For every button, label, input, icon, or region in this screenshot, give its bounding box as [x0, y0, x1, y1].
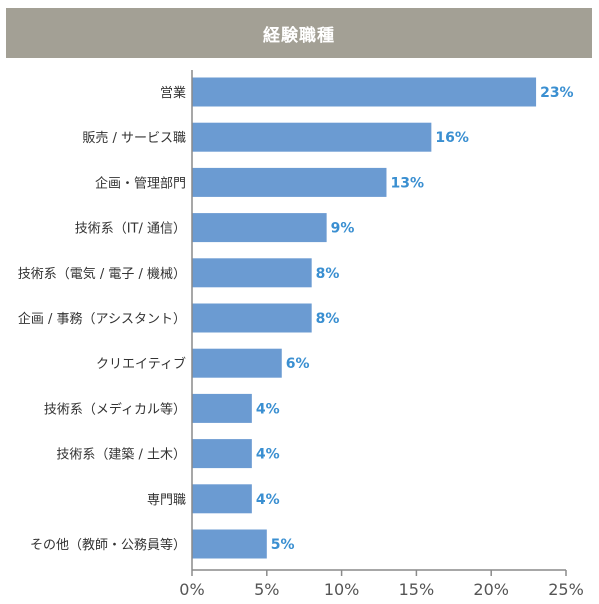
category-label: 技術系（メディカル等） [44, 401, 186, 417]
value-label: 5% [271, 537, 295, 553]
bar [192, 348, 282, 378]
category-label: 技術系（建築 / 土木） [56, 448, 186, 463]
x-tick-label: 10% [324, 580, 360, 599]
chart-title: 経験職種 [6, 8, 592, 58]
value-label: 6% [286, 356, 310, 372]
value-label: 4% [256, 401, 280, 417]
bar [192, 303, 312, 333]
x-tick-label: 25% [548, 580, 584, 599]
x-tick-label: 15% [399, 580, 435, 599]
bar [192, 484, 252, 514]
value-label: 13% [390, 175, 424, 191]
bar [192, 213, 327, 243]
category-label: 技術系（電気 / 電子 / 機械） [18, 266, 186, 282]
category-label: 営業 [160, 85, 186, 101]
x-tick-label: 5% [254, 580, 279, 599]
bar [192, 439, 252, 469]
value-label: 23% [540, 85, 574, 101]
x-tick-label: 20% [473, 580, 509, 599]
value-label: 8% [316, 266, 340, 282]
category-label: クリエイティブ [96, 356, 186, 372]
bar [192, 258, 312, 288]
bar [192, 77, 537, 107]
category-label: 企画・管理部門 [95, 175, 186, 191]
category-label: その他（教師・公務員等） [30, 537, 186, 553]
value-label: 8% [316, 311, 340, 327]
category-label: 企画 / 事務（アシスタント） [18, 311, 186, 327]
value-label: 16% [435, 130, 469, 146]
value-label: 9% [331, 221, 355, 237]
category-label: 専門職 [147, 493, 186, 508]
bar [192, 122, 432, 152]
value-label: 4% [256, 447, 280, 463]
bar [192, 529, 267, 559]
bar [192, 393, 252, 423]
category-label: 技術系（IT/ 通信） [75, 222, 186, 237]
category-label: 販売 / サービス職 [82, 130, 186, 146]
x-tick-label: 0% [179, 580, 204, 599]
bar [192, 167, 387, 197]
value-label: 4% [256, 492, 280, 508]
